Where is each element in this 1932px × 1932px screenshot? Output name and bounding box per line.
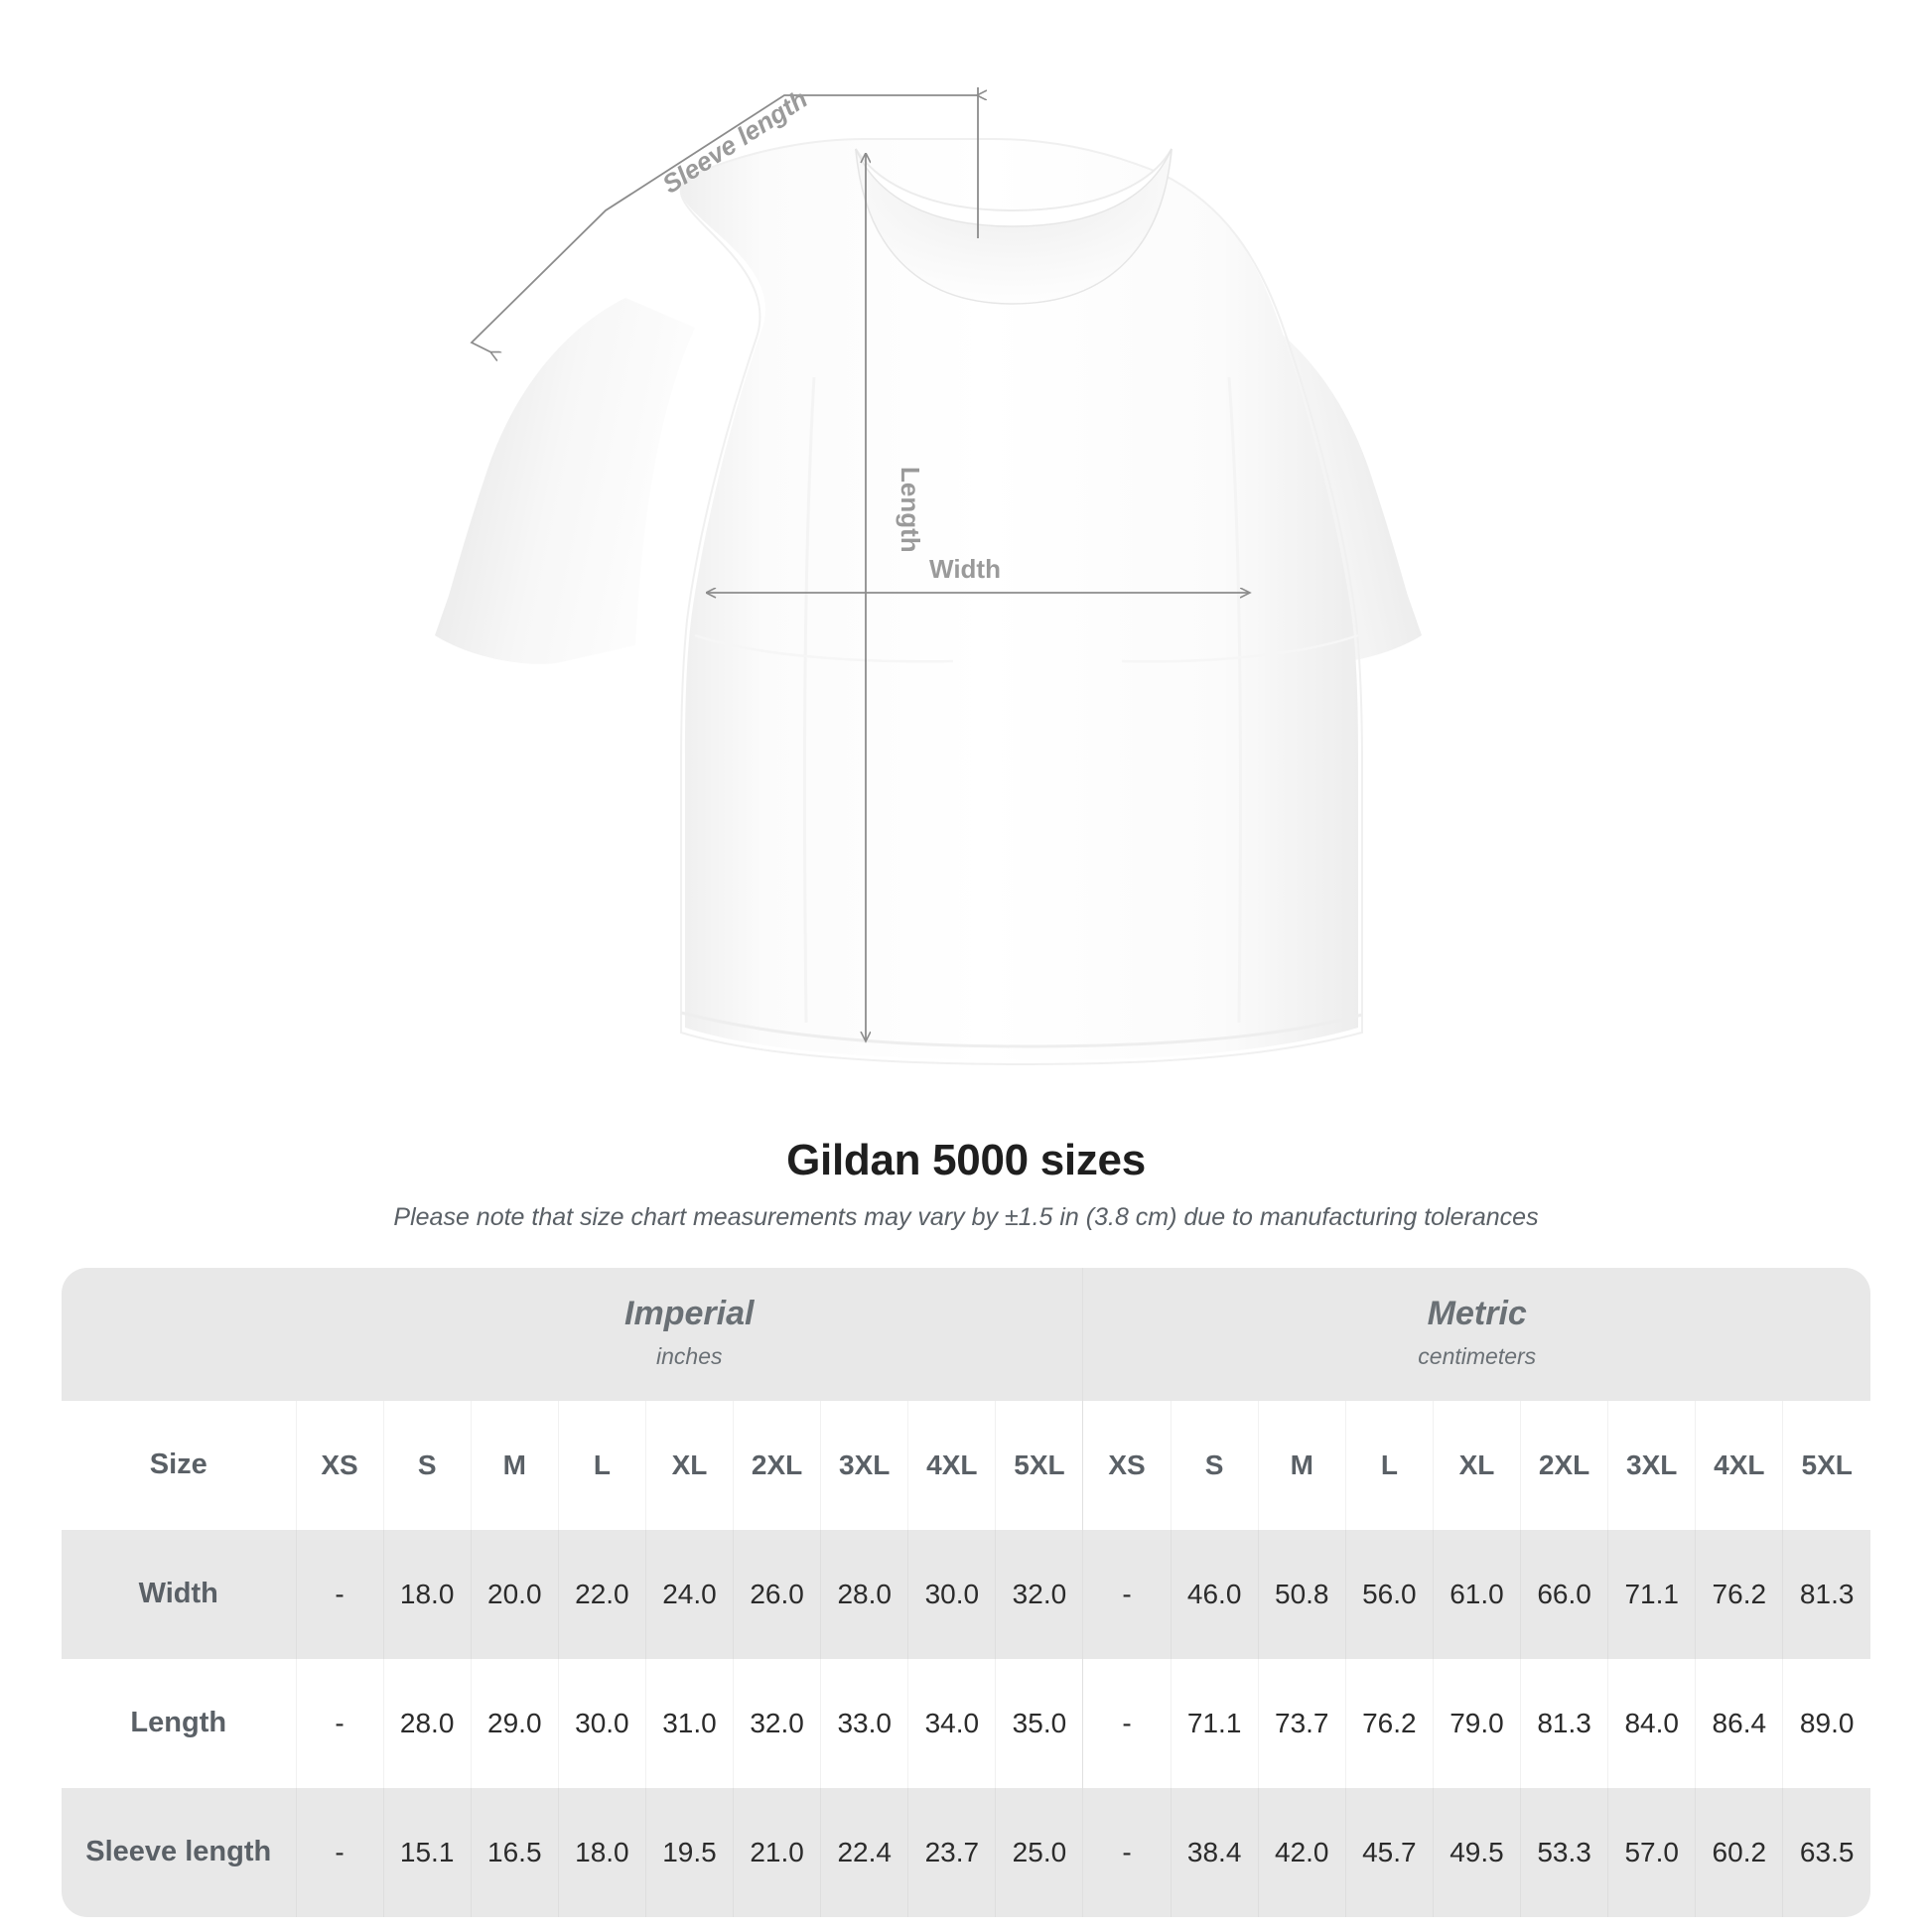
size-header-cell: 5XL (995, 1400, 1083, 1530)
unit-header-spacer (62, 1267, 296, 1401)
unit-header-row: Imperial inches Metric centimeters (62, 1267, 1870, 1401)
tshirt-graphic (435, 138, 1422, 1066)
size-header-cell: XS (1082, 1400, 1172, 1530)
table-cell: 63.5 (1782, 1787, 1870, 1917)
table-cell: 18.0 (382, 1529, 472, 1659)
table-cell: 38.4 (1170, 1787, 1259, 1917)
table-cell: - (295, 1529, 384, 1659)
unit-group-name: Metric (1427, 1294, 1527, 1332)
table-cell: 20.0 (470, 1529, 559, 1659)
table-cell: 89.0 (1782, 1658, 1870, 1788)
size-header-cell: XL (1432, 1400, 1521, 1530)
size-header-cell: 3XL (820, 1400, 908, 1530)
table-cell: 28.0 (382, 1658, 472, 1788)
table-cell: 22.4 (820, 1787, 908, 1917)
unit-group-imperial: Imperial inches (296, 1267, 1083, 1401)
table-cell: 29.0 (470, 1658, 559, 1788)
table-cell: - (295, 1658, 384, 1788)
size-table-container: Imperial inches Metric centimeters Size XS S M L… (62, 1267, 1870, 1917)
row-label-length: Length (62, 1658, 296, 1788)
table-cell: - (1082, 1529, 1172, 1659)
table-cell: - (1082, 1658, 1172, 1788)
table-cell: 45.7 (1344, 1787, 1434, 1917)
table-cell: 81.3 (1520, 1658, 1608, 1788)
table-cell: 81.3 (1782, 1529, 1870, 1659)
table-cell: 24.0 (644, 1529, 734, 1659)
page-subtitle: Please note that size chart measurements… (393, 1202, 1539, 1231)
size-header-cell: 4XL (907, 1400, 996, 1530)
table-cell: 66.0 (1520, 1529, 1608, 1659)
table-cell: 33.0 (820, 1658, 908, 1788)
table-cell: 56.0 (1344, 1529, 1434, 1659)
table-cell: 57.0 (1607, 1787, 1696, 1917)
size-header-cell: XS (295, 1400, 384, 1530)
table-cell: 84.0 (1607, 1658, 1696, 1788)
unit-group-name: Imperial (624, 1294, 755, 1332)
tshirt-illustration: Sleeve length Length Width (435, 83, 1422, 1066)
table-cell: 50.8 (1257, 1529, 1346, 1659)
size-header-cell: S (1170, 1400, 1259, 1530)
row-label-sleeve-length: Sleeve length (62, 1787, 296, 1917)
table-cell: 28.0 (820, 1529, 908, 1659)
table-row: Sleeve length -15.1 16.5 18.0 19.5 21.0 22.4 23… (62, 1787, 1870, 1917)
table-cell: 35.0 (995, 1658, 1083, 1788)
row-label-width: Width (62, 1529, 296, 1659)
size-column-label: Size (62, 1400, 296, 1530)
chart-heading-block: Gildan 5000 sizes Please note that size … (0, 1136, 1932, 1232)
width-label: Width (929, 554, 1001, 584)
table-cell: 71.1 (1170, 1658, 1259, 1788)
table-cell: 22.0 (557, 1529, 646, 1659)
page-title: Gildan 5000 sizes (786, 1136, 1146, 1184)
size-header-cell: L (1344, 1400, 1434, 1530)
table-cell: 16.5 (470, 1787, 559, 1917)
size-header-cell: 2XL (1520, 1400, 1608, 1530)
table-cell: 32.0 (995, 1529, 1083, 1659)
table-cell: 26.0 (733, 1529, 821, 1659)
size-header-cell: 5XL (1782, 1400, 1870, 1530)
table-cell: 18.0 (557, 1787, 646, 1917)
table-cell: 32.0 (733, 1658, 821, 1788)
unit-group-metric: Metric centimeters (1082, 1267, 1870, 1401)
table-cell: 76.2 (1344, 1658, 1434, 1788)
table-cell: 34.0 (907, 1658, 996, 1788)
table-cell: 60.2 (1695, 1787, 1783, 1917)
size-header-cell: XL (644, 1400, 734, 1530)
table-cell: - (1082, 1787, 1172, 1917)
unit-group-sub: inches (656, 1343, 723, 1370)
size-table: Imperial inches Metric centimeters Size XS S M L… (62, 1267, 1870, 1917)
size-header-cell: M (1257, 1400, 1346, 1530)
table-row: Width -18.0 20.0 22.0 24.0 26.0 28.0 30.0 32.0-4… (62, 1529, 1870, 1659)
table-cell: 21.0 (733, 1787, 821, 1917)
table-cell: 71.1 (1607, 1529, 1696, 1659)
table-cell: 25.0 (995, 1787, 1083, 1917)
length-label: Length (896, 467, 925, 553)
size-header-cell: L (557, 1400, 646, 1530)
table-cell: 53.3 (1520, 1787, 1608, 1917)
table-cell: - (295, 1787, 384, 1917)
table-cell: 31.0 (644, 1658, 734, 1788)
measurement-lines (470, 87, 1249, 1040)
size-header-row: Size XS S M L XL 2XL 3XL 4XL 5XL XS S M L XL 2XL 3XL 4XL 5… (62, 1400, 1870, 1530)
table-cell: 73.7 (1257, 1658, 1346, 1788)
unit-group-sub: centimeters (1418, 1343, 1537, 1370)
table-cell: 30.0 (557, 1658, 646, 1788)
table-cell: 19.5 (644, 1787, 734, 1917)
table-cell: 46.0 (1170, 1529, 1259, 1659)
size-header-cell: M (470, 1400, 559, 1530)
table-cell: 79.0 (1432, 1658, 1521, 1788)
table-cell: 30.0 (907, 1529, 996, 1659)
table-cell: 42.0 (1257, 1787, 1346, 1917)
table-cell: 49.5 (1432, 1787, 1521, 1917)
size-header-cell: S (382, 1400, 472, 1530)
table-cell: 15.1 (382, 1787, 472, 1917)
size-header-cell: 3XL (1607, 1400, 1696, 1530)
size-header-cell: 4XL (1695, 1400, 1783, 1530)
table-row: Length -28.0 29.0 30.0 31.0 32.0 33.0 34.0 35.0-… (62, 1658, 1870, 1788)
table-cell: 76.2 (1695, 1529, 1783, 1659)
table-cell: 61.0 (1432, 1529, 1521, 1659)
size-header-cell: 2XL (733, 1400, 821, 1530)
table-cell: 86.4 (1695, 1658, 1783, 1788)
table-cell: 23.7 (907, 1787, 996, 1917)
